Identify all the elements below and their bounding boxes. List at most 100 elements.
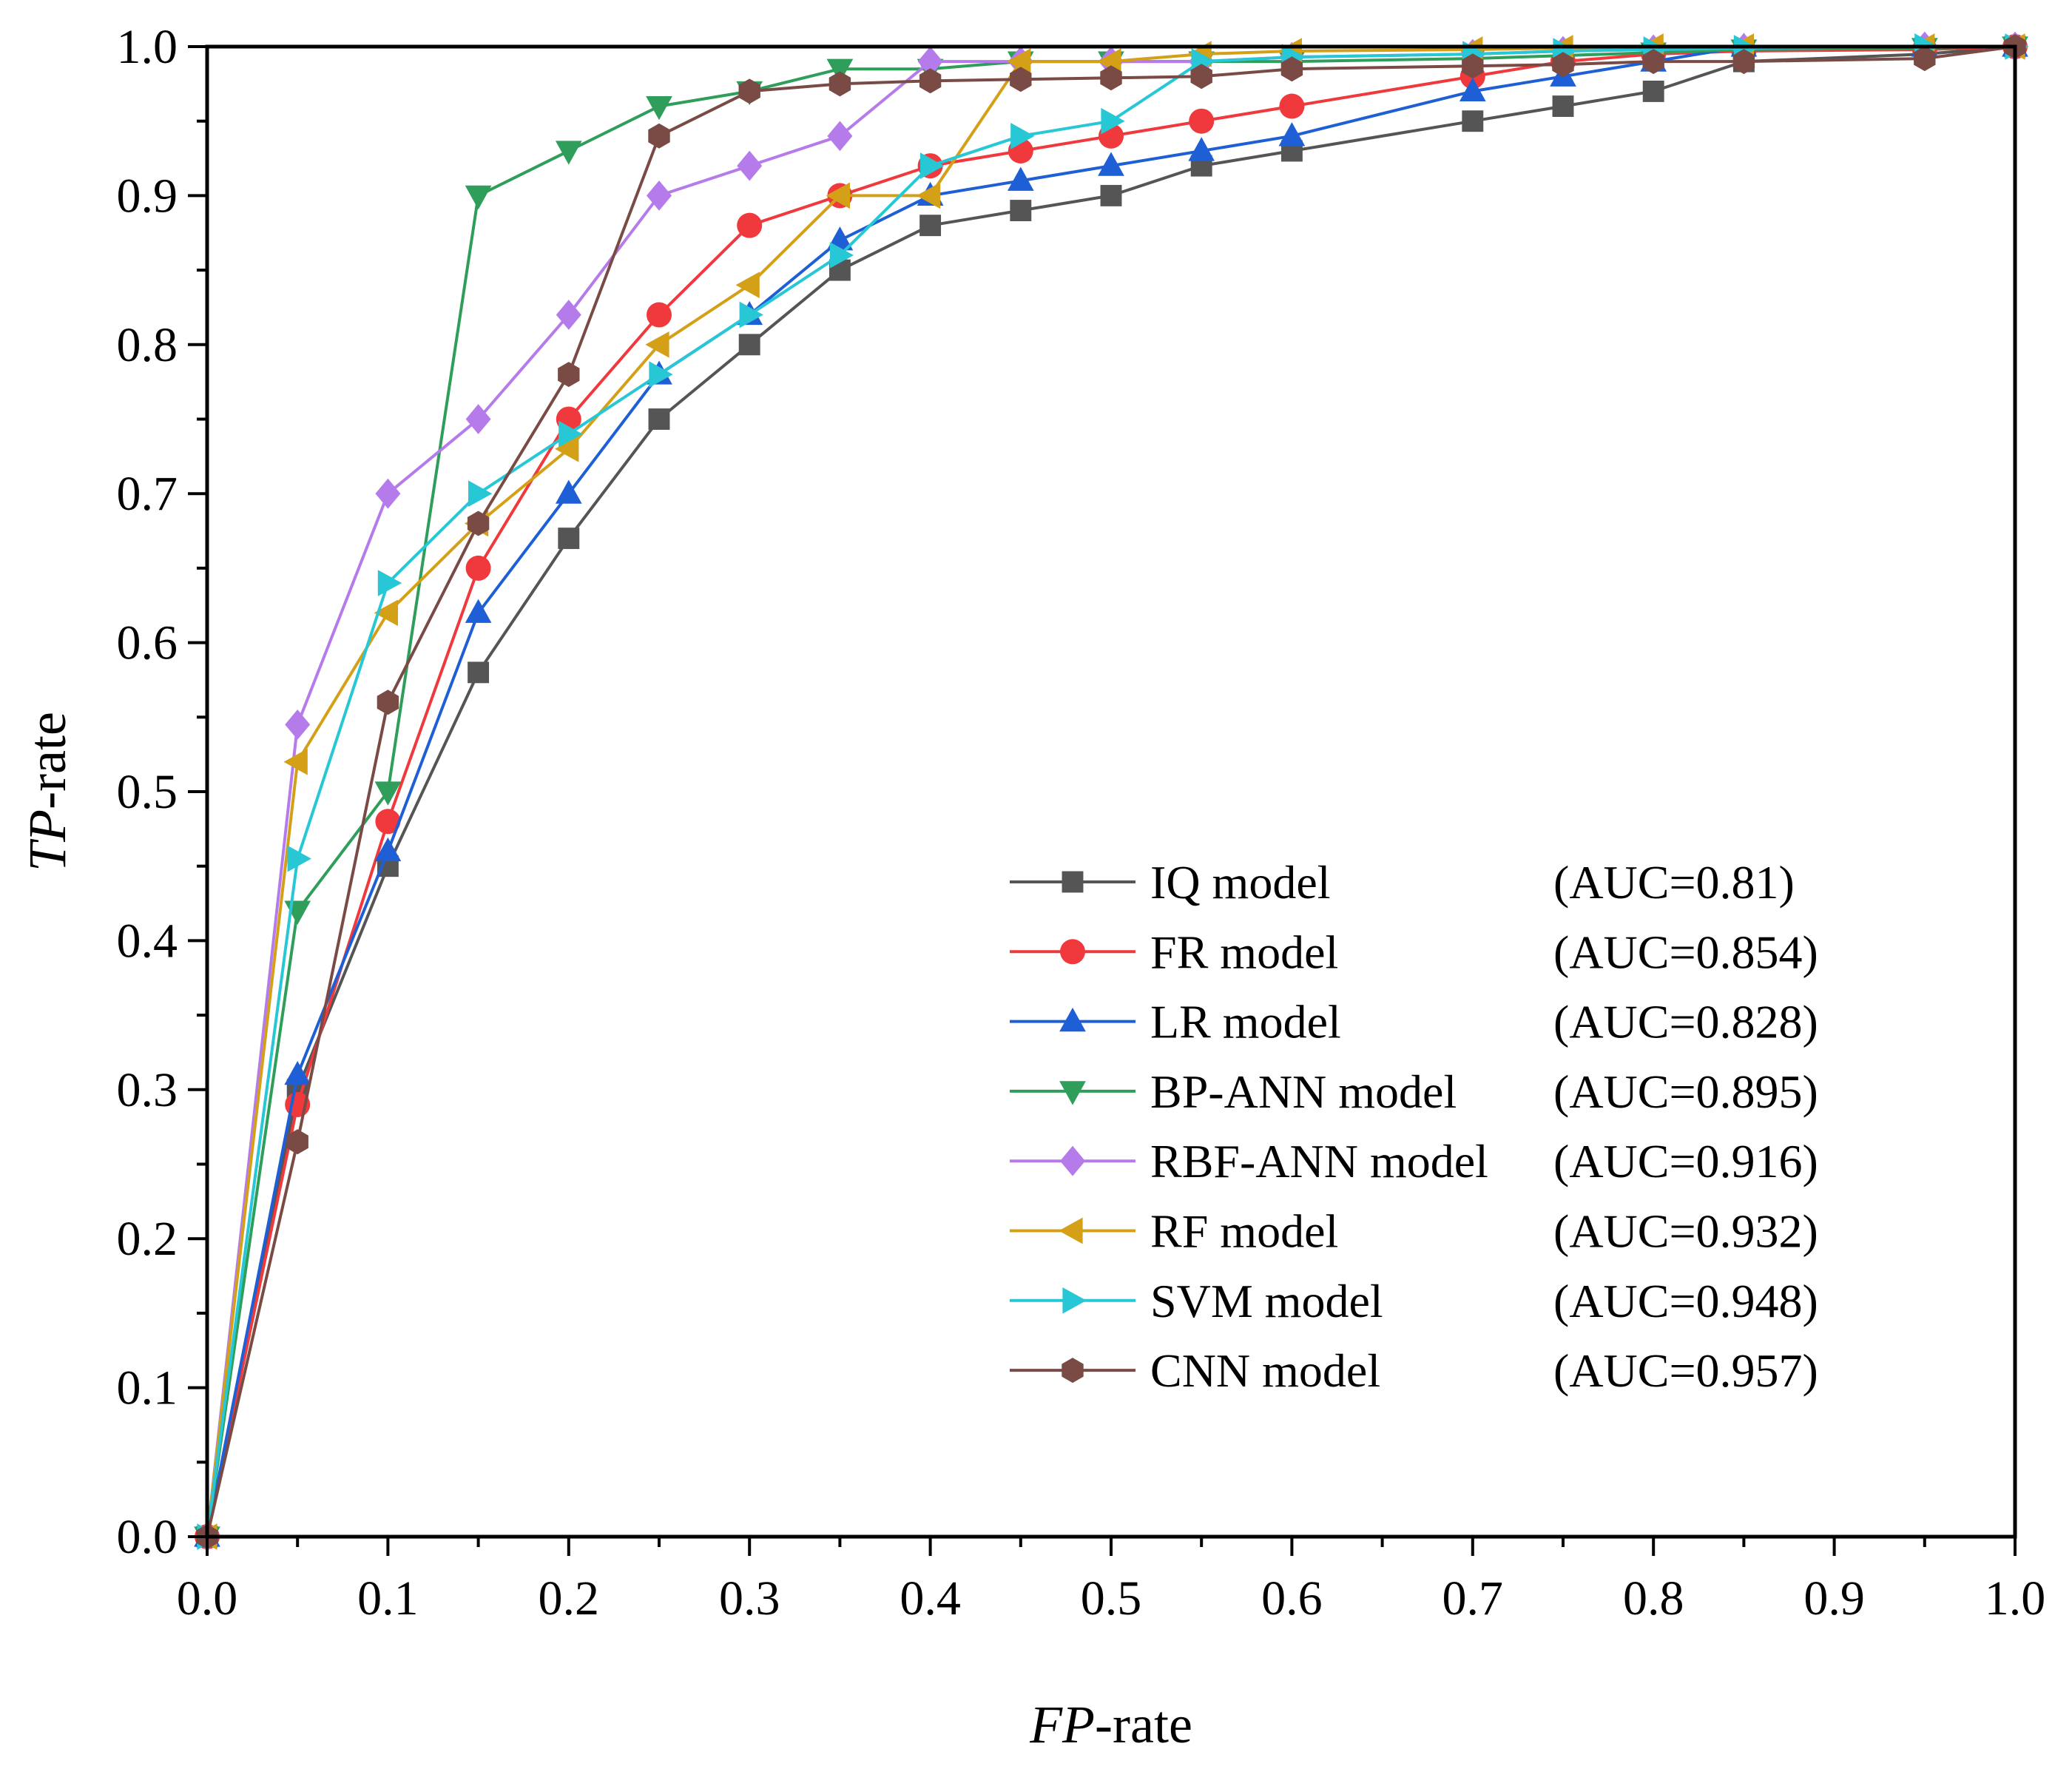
data-point-cnn-model <box>1190 64 1212 90</box>
data-point-cnn-model <box>1642 49 1664 75</box>
y-tick-label: 0.3 <box>117 1063 178 1117</box>
data-point-bp-ann-model <box>374 781 402 806</box>
legend-auc-iq-model: (AUC=0.81) <box>1553 856 1795 909</box>
legend-item-bp-ann-model: BP-ANN model (AUC=0.895) <box>1010 1065 1818 1118</box>
data-point-fr-model <box>1279 93 1305 119</box>
data-point-cnn-model <box>1914 46 1936 72</box>
data-point-rf-model <box>1007 48 1031 75</box>
legend-marker-rbf-ann-model <box>1060 1145 1085 1176</box>
data-point-svm-model <box>1010 122 1035 149</box>
x-tick-label: 0.0 <box>177 1571 238 1625</box>
x-tick-label: 0.8 <box>1623 1571 1684 1625</box>
legend-auc-svm-model: (AUC=0.948) <box>1553 1275 1818 1327</box>
data-point-lr-model <box>555 479 582 504</box>
y-tick-label: 0.1 <box>117 1361 178 1415</box>
data-point-svm-model <box>559 420 583 448</box>
legend-auc-rbf-ann-model: (AUC=0.916) <box>1553 1135 1818 1187</box>
legend-auc-cnn-model: (AUC=0.957) <box>1553 1344 1818 1397</box>
legend-item-lr-model: LR model (AUC=0.828) <box>1010 996 1818 1048</box>
data-point-cnn-model <box>919 68 942 94</box>
data-point-cnn-model <box>377 690 399 715</box>
data-point-lr-model <box>1459 77 1486 102</box>
data-point-rf-model <box>645 331 669 358</box>
data-point-svm-model <box>920 152 945 179</box>
y-tick-label: 0.7 <box>117 467 178 521</box>
data-point-rbf-ann-model <box>647 181 672 211</box>
legend-item-rf-model: RF model (AUC=0.932) <box>1010 1205 1818 1258</box>
data-point-cnn-model <box>1100 65 1122 91</box>
legend-label-rf-model: RF model <box>1150 1205 1338 1258</box>
legend-label-bp-ann-model: BP-ANN model <box>1150 1065 1457 1118</box>
legend-auc-bp-ann-model: (AUC=0.895) <box>1553 1065 1818 1118</box>
data-point-svm-model <box>1101 107 1125 135</box>
axis-ticks: 0.0 0.1 0.2 0.3 0.4 0.5 0.6 0.7 0.8 0.9 1.0 0.0 0.1 0… <box>117 20 2046 1625</box>
data-point-cnn-model <box>467 511 490 536</box>
x-axis-title: FP-rate <box>1029 1695 1192 1754</box>
data-point-svm-model <box>649 361 673 388</box>
data-point-rf-model <box>735 272 760 299</box>
legend-marker-lr-model <box>1059 1007 1086 1032</box>
legend-item-fr-model: FR model (AUC=0.854) <box>1010 926 1818 978</box>
legend-item-iq-model: IQ model (AUC=0.81) <box>1010 856 1795 909</box>
data-point-iq-model <box>1462 110 1484 132</box>
data-point-rf-model <box>826 182 850 209</box>
data-point-rbf-ann-model <box>375 478 401 509</box>
y-axis-title-rest: -rate <box>18 712 77 809</box>
legend-marker-bp-ann-model <box>1059 1081 1086 1105</box>
data-point-cnn-model <box>1732 49 1755 75</box>
data-point-iq-model <box>1100 184 1122 206</box>
y-tick-label: 0.9 <box>117 169 178 223</box>
data-point-fr-model <box>465 555 491 581</box>
y-tick-label: 0.8 <box>117 318 178 372</box>
y-tick-label: 0.0 <box>117 1510 178 1564</box>
legend-marker-cnn-model <box>1062 1358 1084 1384</box>
legend-marker-rf-model <box>1059 1217 1083 1244</box>
data-point-rbf-ann-model <box>465 404 491 434</box>
y-tick-label: 0.5 <box>117 765 178 819</box>
x-tick-label: 0.6 <box>1261 1571 1323 1625</box>
y-tick-label: 1.0 <box>117 20 178 74</box>
y-tick-label: 0.2 <box>117 1212 178 1266</box>
data-point-lr-model <box>1188 137 1215 161</box>
data-point-svm-model <box>468 480 493 508</box>
data-point-lr-model <box>284 1060 311 1085</box>
data-point-cnn-model <box>1010 67 1032 92</box>
data-point-bp-ann-model <box>465 185 492 210</box>
data-point-iq-model <box>1010 200 1032 221</box>
data-point-rbf-ann-model <box>827 121 853 152</box>
x-tick-label: 0.5 <box>1081 1571 1142 1625</box>
legend-marker-fr-model <box>1060 939 1085 965</box>
x-tick-label: 0.4 <box>900 1571 961 1625</box>
data-point-lr-model <box>1007 166 1034 191</box>
data-point-rbf-ann-model <box>556 300 581 330</box>
x-tick-label: 0.2 <box>539 1571 600 1625</box>
legend-item-cnn-model: CNN model (AUC=0.957) <box>1010 1344 1818 1397</box>
data-point-lr-model <box>1278 122 1306 146</box>
data-point-iq-model <box>558 528 580 550</box>
y-tick-label: 0.6 <box>117 616 178 670</box>
data-point-rbf-ann-model <box>285 709 311 740</box>
x-tick-label: 1.0 <box>1985 1571 2046 1625</box>
data-point-iq-model <box>919 215 942 237</box>
legend-marker-iq-model <box>1062 871 1084 893</box>
y-axis-title-italic: TP <box>18 809 77 872</box>
legend-item-rbf-ann-model: RBF-ANN model (AUC=0.916) <box>1010 1135 1818 1187</box>
legend-label-cnn-model: CNN model <box>1150 1344 1380 1397</box>
data-point-rbf-ann-model <box>737 150 763 181</box>
x-tick-label: 0.1 <box>357 1571 419 1625</box>
data-point-bp-ann-model <box>555 141 582 165</box>
legend-label-iq-model: IQ model <box>1150 856 1331 909</box>
series-cnn-model <box>196 34 2026 1549</box>
data-point-lr-model <box>1098 152 1124 176</box>
data-point-lr-model <box>465 599 492 623</box>
data-point-rf-model <box>916 182 941 209</box>
data-point-cnn-model <box>738 78 760 104</box>
legend-label-rbf-ann-model: RBF-ANN model <box>1150 1135 1488 1187</box>
data-point-iq-model <box>468 661 490 684</box>
data-point-cnn-model <box>558 362 580 388</box>
data-point-rf-model <box>555 435 579 462</box>
data-point-svm-model <box>829 242 854 269</box>
x-tick-label: 0.7 <box>1442 1571 1504 1625</box>
data-point-iq-model <box>1642 80 1664 102</box>
